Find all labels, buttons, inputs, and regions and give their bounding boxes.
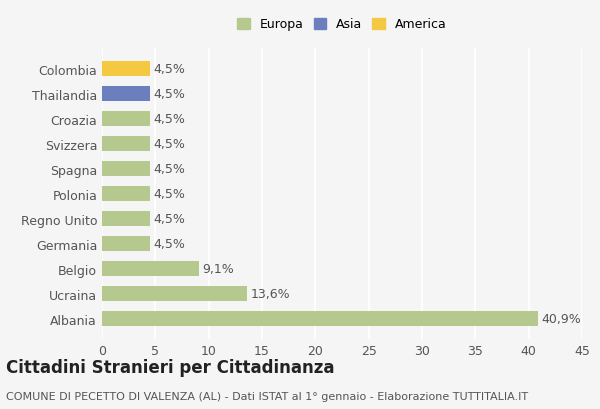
Text: 4,5%: 4,5% <box>153 188 185 201</box>
Text: 13,6%: 13,6% <box>250 288 290 300</box>
Text: COMUNE DI PECETTO DI VALENZA (AL) - Dati ISTAT al 1° gennaio - Elaborazione TUTT: COMUNE DI PECETTO DI VALENZA (AL) - Dati… <box>6 391 528 401</box>
Text: 4,5%: 4,5% <box>153 213 185 226</box>
Text: 4,5%: 4,5% <box>153 113 185 126</box>
Text: Cittadini Stranieri per Cittadinanza: Cittadini Stranieri per Cittadinanza <box>6 358 335 376</box>
Bar <box>102 311 538 326</box>
Text: 4,5%: 4,5% <box>153 238 185 251</box>
Bar <box>102 87 150 102</box>
Text: 4,5%: 4,5% <box>153 63 185 76</box>
Text: 4,5%: 4,5% <box>153 88 185 101</box>
Legend: Europa, Asia, America: Europa, Asia, America <box>233 15 451 35</box>
Bar <box>102 62 150 77</box>
Text: 4,5%: 4,5% <box>153 163 185 176</box>
Text: 4,5%: 4,5% <box>153 138 185 151</box>
Bar <box>102 261 199 276</box>
Bar <box>102 162 150 177</box>
Text: 9,1%: 9,1% <box>202 263 234 276</box>
Bar <box>102 187 150 202</box>
Bar <box>102 237 150 252</box>
Bar <box>102 137 150 152</box>
Bar <box>102 212 150 227</box>
Text: 40,9%: 40,9% <box>541 312 581 325</box>
Bar <box>102 112 150 127</box>
Bar <box>102 286 247 301</box>
